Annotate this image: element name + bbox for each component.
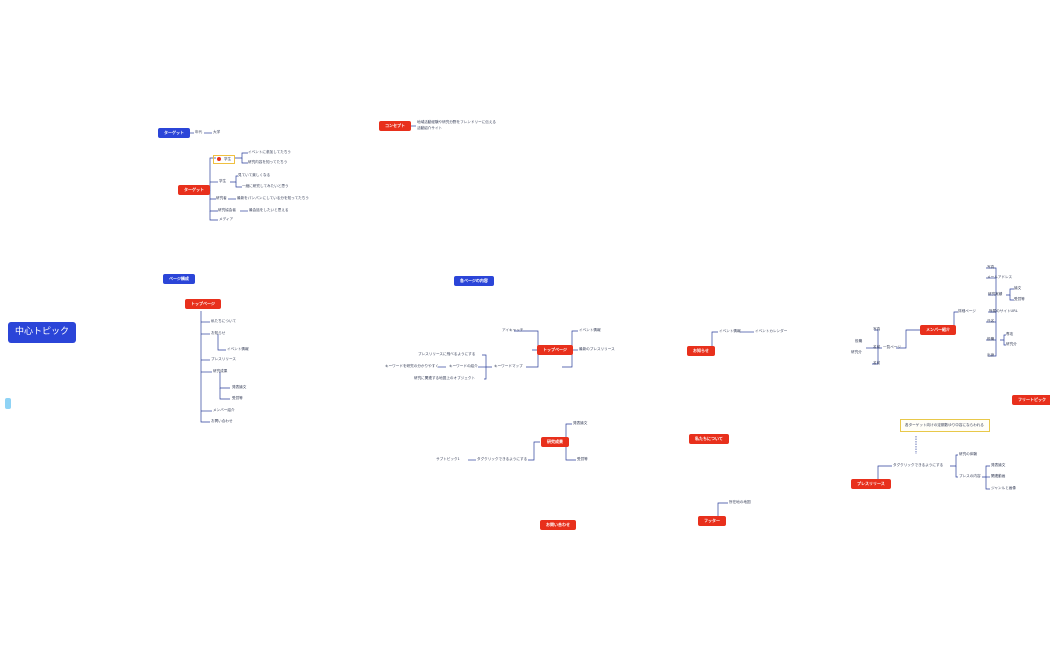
about-node[interactable]: 私たちについて (689, 434, 729, 444)
target-media: メディア (219, 217, 234, 221)
press-child: プレスの内容 (959, 474, 981, 478)
research-leaf: サブトピック1 (436, 457, 460, 461)
detail-item: 役職 (987, 337, 995, 341)
detail-item: 出身 (987, 353, 995, 357)
research-left: タグクリックできるようにする (477, 457, 528, 461)
detail-item: 写真 (987, 265, 995, 269)
press-tag: タグクリックできるようにする (893, 463, 944, 467)
list-item: 研究分 (851, 350, 862, 354)
target-node[interactable]: ターゲット (178, 185, 210, 195)
concept-node[interactable]: コンセプト (379, 121, 411, 131)
concept-line1: 地域活動経験や研究分野をフレンドリーに伝える (417, 120, 496, 124)
target-small-node[interactable]: ターゲット (158, 128, 190, 138)
list-item: 名前 (873, 361, 881, 365)
top-page-item: プレスリリース (211, 357, 236, 361)
news-leaf: イベントカレンダー (755, 329, 788, 333)
research-node[interactable]: 研究成果 (541, 437, 569, 447)
keyword-map: キーワードマップ (494, 364, 523, 368)
list-item: 役職 (855, 339, 863, 343)
detail-item: 氏名 (987, 319, 995, 323)
detail-item: 論文 (1014, 286, 1022, 290)
press-content-item: ジャンルと画像 (991, 486, 1016, 490)
news-child: イベント情報 (719, 329, 741, 333)
top-page-item: 私たちについて (211, 319, 237, 323)
target-age: 年代 (195, 130, 203, 134)
target-other: 学生 (219, 179, 227, 183)
members-list: 一覧ページ (883, 345, 901, 349)
press-child: 研究の体験 (959, 452, 977, 456)
research-child: 受賞等 (577, 457, 588, 461)
top-page-item: 発表論文 (232, 385, 247, 389)
target-researcher: 研究者 (216, 196, 227, 200)
peer-child: 最会話をしたいと思える (249, 208, 289, 212)
top-page-item: お問い合わせ (211, 419, 233, 423)
top-page-item: 受賞等 (232, 396, 243, 400)
student-child-2: 研究内容を知ってたちう (248, 160, 288, 164)
target-student-highlight[interactable]: 学生 (213, 155, 236, 164)
top-detail-item: イベント情報 (579, 328, 601, 332)
detail-item: 専攻 (1006, 332, 1014, 336)
top-detail-item: アイキャッチ (502, 328, 524, 332)
list-item: 名前 (873, 345, 881, 349)
target-student-label: 学生 (224, 157, 232, 161)
root-topic[interactable]: 中心トピック (8, 322, 77, 343)
concept-line2: 活動紹介サイト (417, 126, 443, 130)
other-child-2: 一緒に研究してみたいと思う (242, 184, 289, 188)
collapse-handle[interactable] (5, 398, 11, 409)
page-structure-node[interactable]: ページ構成 (163, 274, 195, 284)
detail-item: 研究実績 (988, 292, 1003, 296)
members-detail: 詳細ページ (958, 309, 976, 313)
keyword-leaf: キーワードを研究の分かりやすく (385, 364, 439, 368)
detail-item: 受賞等 (1014, 297, 1025, 301)
detail-item: 研究分 (1006, 342, 1017, 346)
top-page-item: 研究成果 (213, 369, 228, 373)
researcher-child: 最新をパンパンにしている分を知ってたちう (237, 196, 309, 200)
detail-item: 所属のサイトURL (989, 309, 1018, 313)
news-node[interactable]: お知らせ (687, 346, 715, 356)
other-child-1: 見ていて楽しくなる (238, 173, 271, 177)
detail-item: メールアドレス (987, 275, 1013, 279)
footer-child: 所在地の地図 (729, 500, 751, 504)
list-item: 写真 (873, 327, 881, 331)
members-node[interactable]: メンバー紹介 (920, 325, 956, 335)
top-detail-item: 最新のプレスリリース (579, 347, 615, 351)
contact-node[interactable]: お問い合わせ (540, 520, 576, 530)
top-page-item: お知らせ (211, 331, 226, 335)
star-icon (217, 157, 221, 161)
top-page-item: メンバー紹介 (213, 408, 235, 412)
keyword-map-child: キーワードの紹介 (449, 364, 478, 368)
free-topic[interactable]: フリートピック (1012, 395, 1050, 405)
top-page-node[interactable]: トップページ (185, 299, 221, 309)
top-detail-node[interactable]: トップページ (537, 345, 573, 355)
research-child: 発表論文 (573, 421, 588, 425)
target-age-value: 大学 (213, 130, 221, 134)
footer-node[interactable]: フッター (698, 516, 726, 526)
page-contents-node[interactable]: 各ページの内容 (454, 276, 494, 286)
press-node[interactable]: プレスリリース (851, 479, 891, 489)
press-content-item: 関連動画 (991, 474, 1006, 478)
target-peer: 研究協会者 (218, 208, 236, 212)
press-callout: 各ターゲット向けの定期数ゆり中容にならわれる (900, 419, 990, 433)
press-content-item: 発表論文 (991, 463, 1006, 467)
student-child-1: イベントに参加してたちう (248, 150, 292, 154)
keyword-map-child: プレスリリースに飛べるようにする (418, 352, 476, 356)
top-page-item: イベント情報 (227, 347, 249, 351)
keyword-map-child: 研究に関連する地図上のオブジェクト (414, 376, 476, 380)
